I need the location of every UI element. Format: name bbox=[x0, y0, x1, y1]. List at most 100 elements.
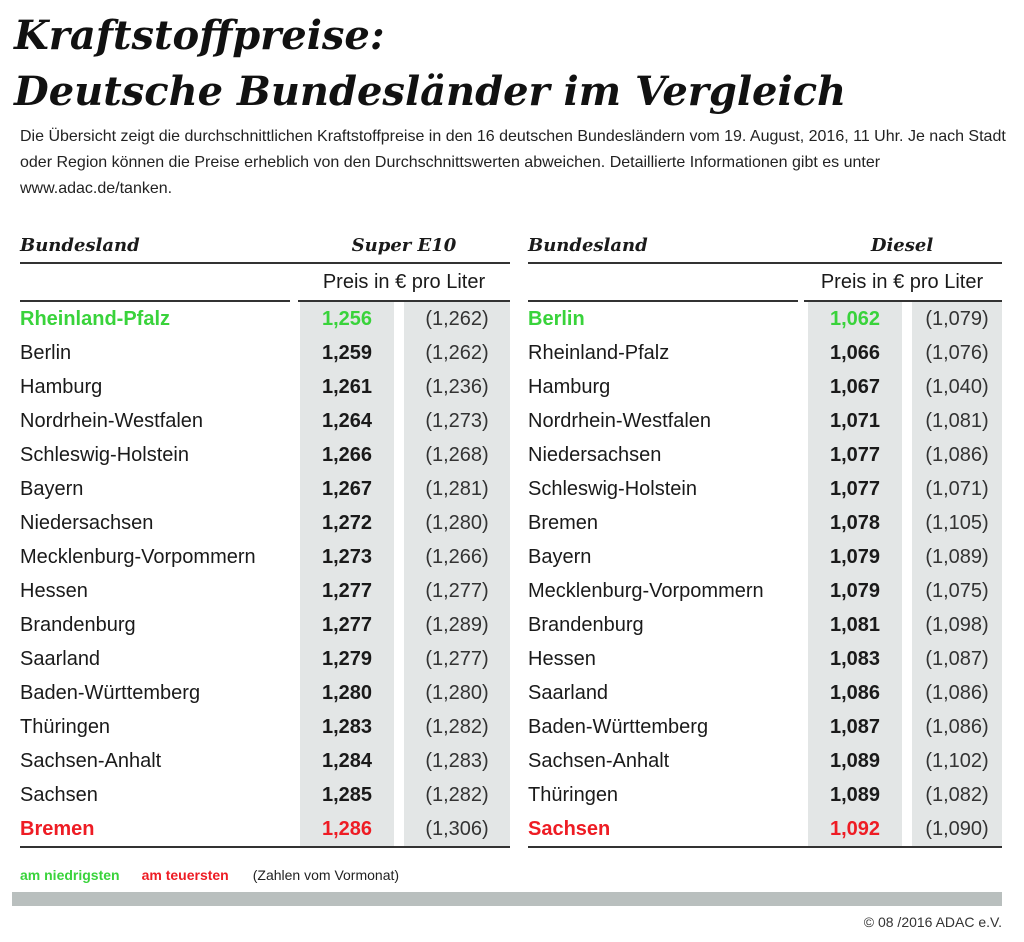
cell-price: 1,259 bbox=[321, 341, 373, 364]
cell-price: 1,062 bbox=[829, 307, 881, 330]
cell-previous-month: (1,283) bbox=[425, 749, 489, 772]
table-row: Saarland 1,086 (1,086) bbox=[528, 676, 1002, 710]
cell-price: 1,078 bbox=[829, 511, 881, 534]
table-row: Thüringen 1,283 (1,282) bbox=[20, 710, 510, 744]
cell-price: 1,256 bbox=[321, 307, 373, 330]
cell-bundesland: Mecklenburg-Vorpommern bbox=[20, 545, 256, 568]
table-diesel: Bundesland Diesel Preis in € pro Liter B… bbox=[528, 232, 1002, 848]
cell-price: 1,086 bbox=[829, 681, 881, 704]
cell-bundesland: Thüringen bbox=[528, 783, 619, 806]
cell-bundesland: Bayern bbox=[528, 545, 592, 568]
header-rule bbox=[528, 262, 1002, 264]
table-row: Saarland 1,279 (1,277) bbox=[20, 642, 510, 676]
cell-price: 1,071 bbox=[829, 409, 881, 432]
cell-previous-month: (1,082) bbox=[925, 783, 989, 806]
cell-price: 1,079 bbox=[829, 545, 881, 568]
cell-previous-month: (1,075) bbox=[925, 579, 989, 602]
cell-price: 1,066 bbox=[829, 341, 881, 364]
cell-price: 1,272 bbox=[321, 511, 373, 534]
table-row: Niedersachsen 1,272 (1,280) bbox=[20, 506, 510, 540]
cell-previous-month: (1,280) bbox=[425, 681, 489, 704]
cell-price: 1,261 bbox=[321, 375, 373, 398]
cell-price: 1,087 bbox=[829, 715, 881, 738]
table-row: Hamburg 1,067 (1,040) bbox=[528, 370, 1002, 404]
table-row: Hessen 1,083 (1,087) bbox=[528, 642, 1002, 676]
cell-bundesland: Schleswig-Holstein bbox=[528, 477, 697, 500]
cell-bundesland: Sachsen-Anhalt bbox=[20, 749, 162, 772]
cell-bundesland: Rheinland-Pfalz bbox=[528, 341, 670, 364]
table-super-e10: Bundesland Super E10 Preis in € pro Lite… bbox=[20, 232, 510, 848]
cell-bundesland: Hamburg bbox=[528, 375, 611, 398]
cell-previous-month: (1,277) bbox=[425, 647, 489, 670]
table-row: Rheinland-Pfalz 1,066 (1,076) bbox=[528, 336, 1002, 370]
table-bottom-rule bbox=[20, 846, 510, 848]
table-row: Rheinland-Pfalz 1,256 (1,262) bbox=[20, 302, 510, 336]
cell-bundesland: Thüringen bbox=[20, 715, 111, 738]
header-rule-land bbox=[20, 300, 290, 302]
legend-highest: am teuersten bbox=[141, 867, 229, 883]
cell-bundesland: Nordrhein-Westfalen bbox=[528, 409, 712, 432]
table-row: Hessen 1,277 (1,277) bbox=[20, 574, 510, 608]
legend: am niedrigsten am teuersten (Zahlen vom … bbox=[20, 866, 399, 884]
table-row: Hamburg 1,261 (1,236) bbox=[20, 370, 510, 404]
cell-previous-month: (1,081) bbox=[925, 409, 989, 432]
header-rule bbox=[20, 262, 510, 264]
title-line-2: Deutsche Bundesländer im Vergleich bbox=[14, 68, 847, 115]
column-header-fuel: Super E10 bbox=[351, 235, 457, 256]
table-body: Berlin 1,062 (1,079) Rheinland-Pfalz 1,066 (1… bbox=[528, 302, 1002, 846]
table-row: Baden-Württemberg 1,280 (1,280) bbox=[20, 676, 510, 710]
table-row: Sachsen 1,092 (1,090) bbox=[528, 812, 1002, 846]
cell-price: 1,089 bbox=[829, 783, 881, 806]
cell-price: 1,286 bbox=[321, 817, 373, 840]
table-row: Baden-Württemberg 1,087 (1,086) bbox=[528, 710, 1002, 744]
rows-container: Rheinland-Pfalz 1,256 (1,262) Berlin 1,259 (1… bbox=[20, 302, 510, 846]
cell-previous-month: (1,268) bbox=[425, 443, 489, 466]
cell-bundesland: Brandenburg bbox=[528, 613, 644, 636]
cell-price: 1,273 bbox=[321, 545, 373, 568]
table-body: Rheinland-Pfalz 1,256 (1,262) Berlin 1,259 (1… bbox=[20, 302, 510, 846]
header-rule-price bbox=[804, 300, 1002, 302]
title-line-1: Kraftstoffpreise: bbox=[14, 12, 385, 59]
previous-column-shade bbox=[912, 302, 1002, 846]
cell-bundesland: Baden-Württemberg bbox=[528, 715, 709, 738]
cell-price: 1,280 bbox=[321, 681, 373, 704]
table-row: Niedersachsen 1,077 (1,086) bbox=[528, 438, 1002, 472]
cell-bundesland: Bremen bbox=[528, 511, 599, 534]
previous-column-shade bbox=[404, 302, 510, 846]
column-header-bundesland: Bundesland bbox=[20, 235, 140, 256]
cell-previous-month: (1,040) bbox=[925, 375, 989, 398]
table-row: Mecklenburg-Vorpommern 1,079 (1,075) bbox=[528, 574, 1002, 608]
header-rule-price bbox=[298, 300, 510, 302]
cell-price: 1,279 bbox=[321, 647, 373, 670]
cell-price: 1,077 bbox=[829, 477, 881, 500]
column-header-unit: Preis in € pro Liter bbox=[820, 271, 984, 293]
cell-bundesland: Brandenburg bbox=[20, 613, 136, 636]
cell-bundesland: Sachsen bbox=[20, 783, 98, 806]
cell-bundesland: Mecklenburg-Vorpommern bbox=[528, 579, 764, 602]
table-row: Bayern 1,267 (1,281) bbox=[20, 472, 510, 506]
cell-price: 1,077 bbox=[829, 443, 881, 466]
cell-bundesland: Niedersachsen bbox=[528, 443, 662, 466]
cell-bundesland: Sachsen-Anhalt bbox=[528, 749, 670, 772]
table-row: Brandenburg 1,277 (1,289) bbox=[20, 608, 510, 642]
cell-price: 1,067 bbox=[829, 375, 881, 398]
cell-previous-month: (1,277) bbox=[425, 579, 489, 602]
cell-bundesland: Saarland bbox=[528, 681, 609, 704]
table-row: Schleswig-Holstein 1,077 (1,071) bbox=[528, 472, 1002, 506]
cell-bundesland: Nordrhein-Westfalen bbox=[20, 409, 204, 432]
legend-note: (Zahlen vom Vormonat) bbox=[252, 867, 400, 883]
price-column-shade bbox=[300, 302, 394, 846]
cell-price: 1,089 bbox=[829, 749, 881, 772]
cell-previous-month: (1,282) bbox=[425, 783, 489, 806]
cell-bundesland: Berlin bbox=[20, 341, 72, 364]
cell-previous-month: (1,273) bbox=[425, 409, 489, 432]
table-row: Thüringen 1,089 (1,082) bbox=[528, 778, 1002, 812]
cell-price: 1,083 bbox=[829, 647, 881, 670]
table-row: Sachsen 1,285 (1,282) bbox=[20, 778, 510, 812]
cell-bundesland: Hamburg bbox=[20, 375, 103, 398]
header-rule-land bbox=[528, 300, 798, 302]
cell-previous-month: (1,262) bbox=[425, 341, 489, 364]
cell-bundesland: Schleswig-Holstein bbox=[20, 443, 189, 466]
table-row: Nordrhein-Westfalen 1,264 (1,273) bbox=[20, 404, 510, 438]
table-row: Sachsen-Anhalt 1,089 (1,102) bbox=[528, 744, 1002, 778]
